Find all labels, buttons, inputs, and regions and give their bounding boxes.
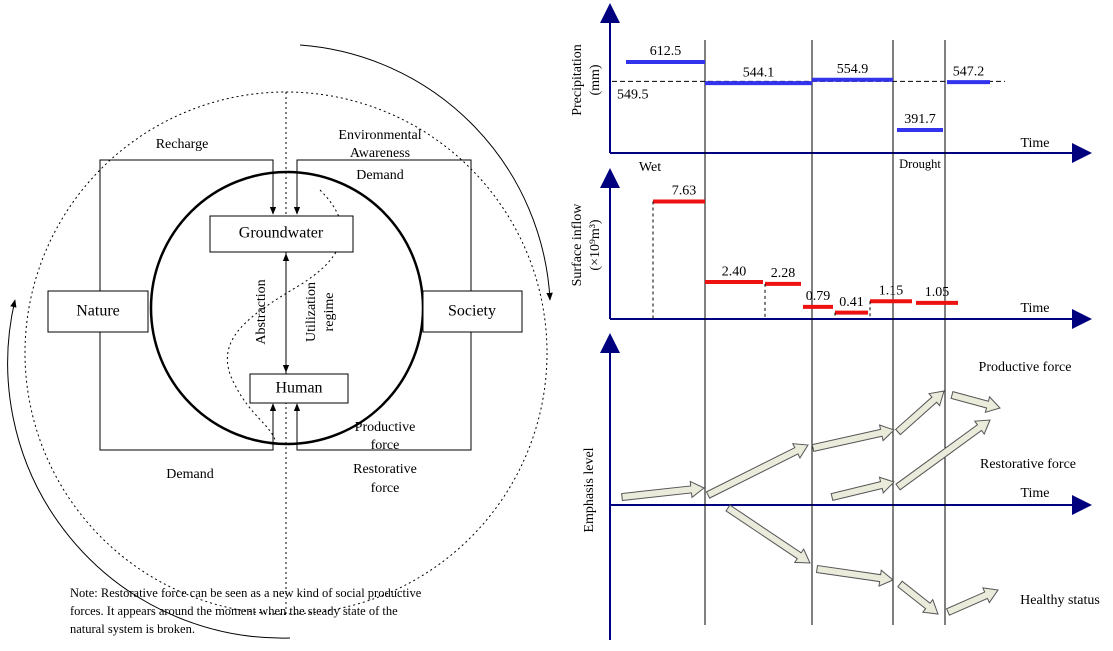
label: force [371,438,400,453]
left-diagram: Recharge Environmental Awareness Demand … [7,44,553,639]
flow-line [293,159,472,292]
label: Awareness [350,146,410,161]
trend-arrow [895,419,991,491]
s-curve [226,189,343,441]
trend-arrow [811,424,895,453]
outer-circle [24,91,548,615]
axis-label: Emphasis level [582,447,597,532]
value-label: 1.15 [879,284,904,299]
label: Groundwater [239,225,324,242]
arc-arrow [7,299,291,639]
flow-line [293,332,472,451]
label: Restorative force [980,457,1076,472]
label: Demand [166,467,213,482]
value-label: 2.40 [722,264,747,279]
value-label: 391.7 [904,112,936,127]
trend-arrow [894,390,945,436]
value-label: 549.5 [617,88,649,103]
label: Human [275,380,322,397]
flow-line [99,332,277,451]
groundwater-box [209,215,354,253]
label: Utilization [304,282,319,342]
trend-arrow [705,443,809,499]
label: Productive force [979,360,1072,375]
society-box [422,290,523,333]
axis-label: (×10⁹m³) [588,219,603,271]
trend-arrow [830,476,895,502]
value-label: 612.5 [650,44,682,59]
label: Recharge [156,137,209,152]
value-label: 7.63 [672,184,697,199]
trend-arrow [950,391,1001,414]
note: natural system is broken. [70,622,195,636]
label: force [371,481,400,496]
axis-label: Surface inflow [570,203,585,287]
value-label: 547.2 [953,64,985,79]
label: Abstraction [254,279,269,344]
trend-arrow [725,504,811,564]
right-panels: Precipitation (mm) Time Wet Drought Surf… [570,3,1100,640]
note: forces. It appears around the moment whe… [70,604,398,618]
value-label: 0.79 [806,289,831,304]
human-box [249,373,349,404]
label: Drought [899,157,941,171]
axis-label: Time [1020,486,1049,501]
label: Restorative [353,462,417,477]
axis-label: (mm) [588,64,603,95]
label: Demand [356,168,403,183]
value-label: 1.05 [925,285,950,300]
trend-arrow [897,580,939,615]
label: Society [448,303,496,320]
value-label: 0.41 [839,295,864,310]
value-label: 544.1 [743,65,775,80]
axis-label: Time [1020,136,1049,151]
label: Productive [355,420,416,435]
value-label: 2.28 [771,266,796,281]
nature-box [47,290,149,333]
axis-label: Time [1020,301,1049,316]
trend-arrow [621,480,705,502]
axis-label: Precipitation [570,44,585,116]
label: Healthy status [1020,593,1100,608]
trend-arrow [945,587,999,616]
label: Environmental [338,128,421,143]
flow-line [99,159,277,292]
label: Nature [76,303,120,320]
note: Note: Restorative force can be seen as a… [70,586,422,600]
label: Wet [639,160,661,175]
label: regime [322,293,337,332]
arc-arrow [299,44,553,301]
trend-arrow [815,564,894,587]
value-label: 554.9 [837,62,869,77]
